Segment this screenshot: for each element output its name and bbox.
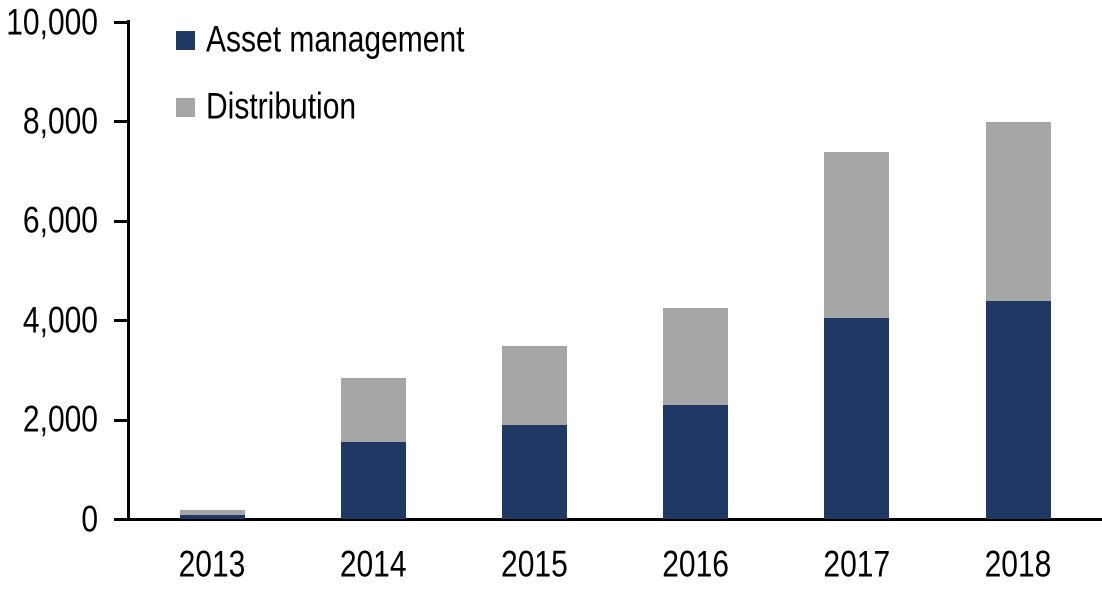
legend-swatch-asset-management — [176, 30, 195, 50]
x-axis-line — [114, 518, 1102, 521]
bar-2015-asset-management — [501, 425, 567, 520]
x-category-label-2018: 2018 — [984, 543, 1052, 585]
y-tick-label-4,000: 4,000 — [22, 299, 98, 341]
bar-2016-asset-management — [663, 405, 729, 520]
legend-label-distribution: Distribution — [206, 85, 357, 127]
y-tick-label-6,000: 6,000 — [22, 200, 98, 242]
y-tick-label-8,000: 8,000 — [22, 100, 98, 142]
legend-label-asset-management: Asset management — [206, 18, 465, 60]
y-tick-label-2,000: 2,000 — [22, 398, 98, 441]
y-tick-label-10,000: 10,000 — [6, 1, 98, 43]
bar-2018-distribution — [985, 121, 1051, 301]
legend-item-distribution: Distribution — [176, 88, 356, 125]
y-tick-6,000 — [114, 219, 130, 223]
x-category-label-2013: 2013 — [178, 543, 246, 585]
x-category-label-2015: 2015 — [501, 543, 568, 585]
y-tick-4,000 — [114, 319, 130, 323]
bar-2016-distribution — [663, 308, 729, 406]
y-axis-line — [127, 20, 130, 521]
y-tick-label-0: 0 — [81, 498, 98, 540]
y-tick-10,000 — [114, 21, 130, 24]
x-category-label-2014: 2014 — [339, 543, 407, 585]
y-tick-2,000 — [114, 418, 130, 422]
bar-2014-asset-management — [340, 442, 406, 520]
legend-swatch-distribution — [176, 97, 195, 117]
x-category-label-2017: 2017 — [823, 543, 891, 585]
bar-2013-distribution — [179, 509, 245, 515]
bar-2017-asset-management — [824, 318, 890, 520]
bar-2013-asset-management — [179, 514, 245, 520]
x-category-label-2016: 2016 — [662, 543, 729, 585]
bar-2017-distribution — [824, 151, 890, 319]
bar-2014-distribution — [340, 377, 406, 443]
bar-2015-distribution — [501, 345, 567, 426]
bar-2018-asset-management — [985, 300, 1051, 520]
legend-item-asset-management: Asset management — [176, 21, 464, 58]
y-tick-8,000 — [114, 120, 130, 124]
